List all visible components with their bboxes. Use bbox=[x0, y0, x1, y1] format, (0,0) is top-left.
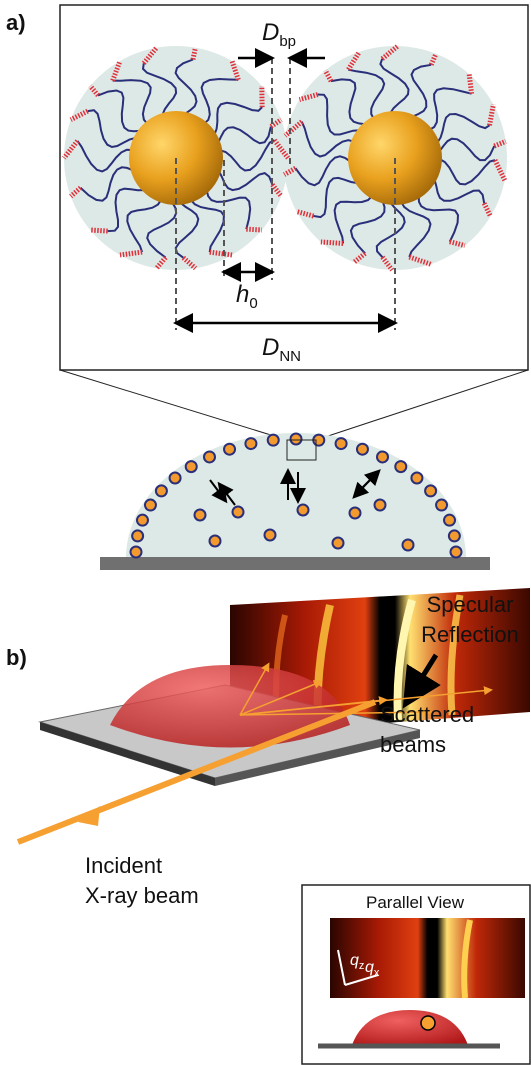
droplet bbox=[126, 433, 466, 558]
particle bbox=[377, 451, 388, 462]
particle bbox=[444, 515, 455, 526]
particle bbox=[195, 510, 206, 521]
particle bbox=[145, 500, 156, 511]
particle bbox=[298, 505, 309, 516]
panel-label: b) bbox=[6, 645, 27, 670]
particle bbox=[186, 461, 197, 472]
particle bbox=[336, 438, 347, 449]
panel-label: a) bbox=[6, 10, 26, 35]
particle bbox=[245, 438, 256, 449]
particle bbox=[291, 434, 302, 445]
particle bbox=[170, 473, 181, 484]
d-nn-label: DNN bbox=[262, 334, 301, 365]
particle bbox=[132, 530, 143, 541]
zoom-line bbox=[60, 370, 287, 440]
inset-title: Parallel View bbox=[366, 893, 465, 912]
particle bbox=[131, 547, 142, 558]
substrate bbox=[100, 557, 490, 570]
particle bbox=[411, 473, 422, 484]
particle bbox=[350, 508, 361, 519]
specular-line: Specular bbox=[427, 592, 514, 617]
figure: a) Dbp h0 DNN b) Specular Reflection Sca… bbox=[0, 0, 531, 1065]
particle bbox=[436, 500, 447, 511]
particle bbox=[333, 538, 344, 549]
particle bbox=[137, 515, 148, 526]
particle bbox=[375, 500, 386, 511]
particle bbox=[268, 435, 279, 446]
particle bbox=[224, 444, 235, 455]
zoom-line bbox=[316, 370, 528, 440]
scattered-line: beams bbox=[380, 732, 446, 757]
scattered-line: Scattered bbox=[380, 702, 474, 727]
particle bbox=[156, 485, 167, 496]
particle bbox=[403, 540, 414, 551]
particle bbox=[233, 507, 244, 518]
inset-image bbox=[330, 918, 525, 998]
particle bbox=[449, 530, 460, 541]
particle bbox=[204, 451, 215, 462]
particle bbox=[357, 444, 368, 455]
d-bp-label: Dbp bbox=[262, 19, 296, 50]
specular-line: Reflection bbox=[421, 622, 519, 647]
h0-label: h0 bbox=[236, 281, 258, 312]
incident-line: X-ray beam bbox=[85, 883, 199, 908]
particle bbox=[395, 461, 406, 472]
particle bbox=[210, 536, 221, 547]
particle bbox=[265, 530, 276, 541]
incident-line: Incident bbox=[85, 853, 162, 878]
particle bbox=[451, 547, 462, 558]
particle bbox=[421, 1016, 435, 1030]
particle bbox=[425, 485, 436, 496]
